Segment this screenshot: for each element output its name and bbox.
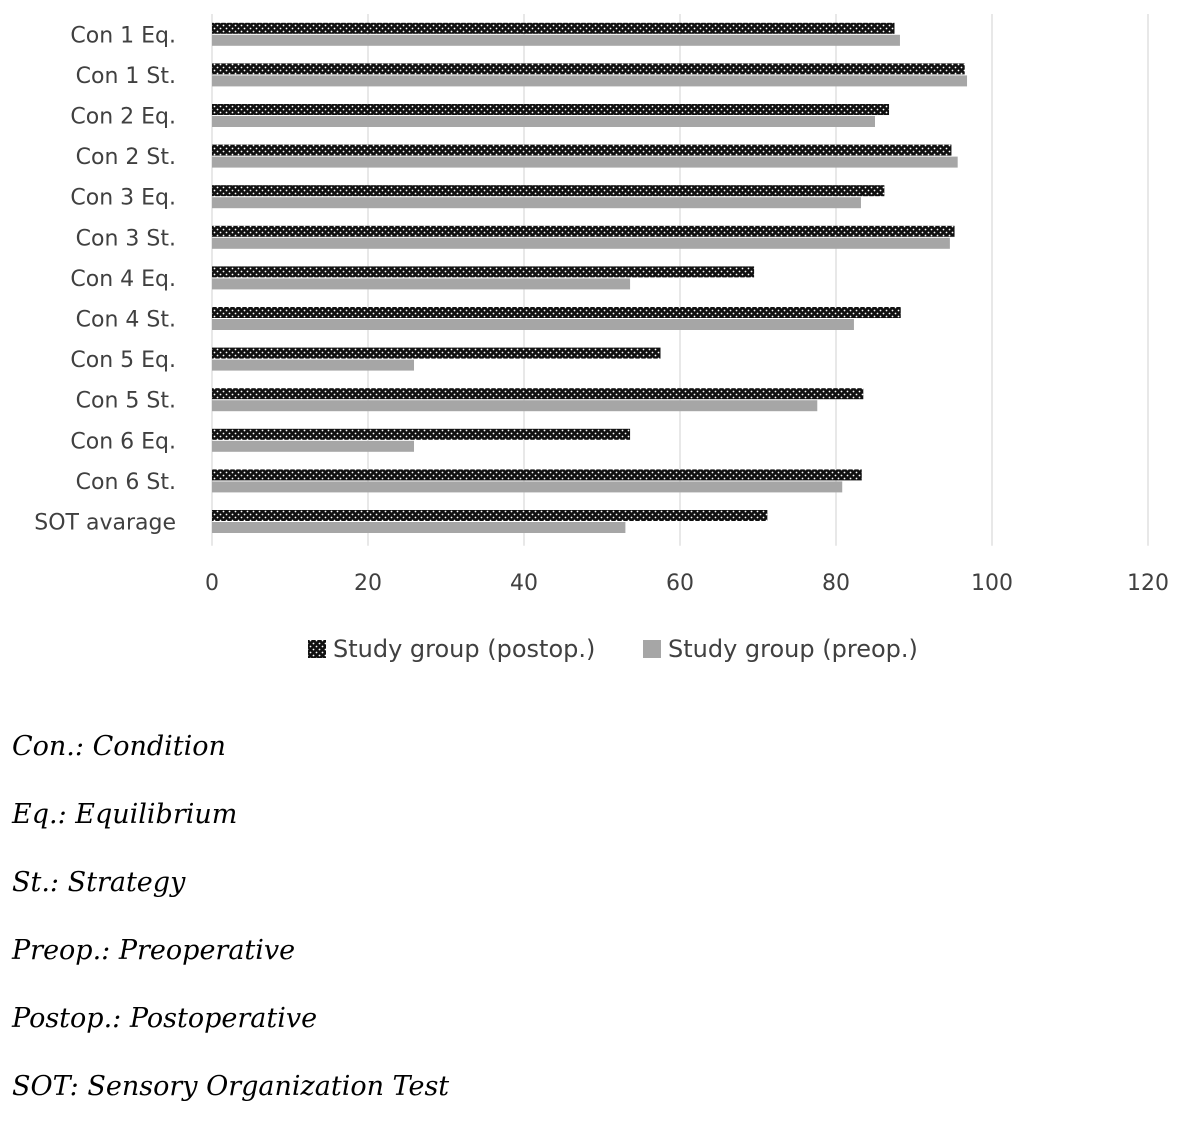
category-label: Con 6 St. (76, 470, 176, 495)
note-condition: Con.: Condition (12, 731, 226, 762)
category-label: Con 2 St. (76, 145, 176, 170)
category-label: Con 4 Eq. (70, 267, 176, 292)
category-labels: Con 1 Eq. Con 1 St. Con 2 Eq. Con 2 St. Con … (34, 23, 176, 535)
category-label: Con 5 St. (76, 389, 176, 414)
bar-preop (212, 319, 854, 330)
legend-label-preop: Study group (preop.) (668, 635, 918, 663)
bar-preop (212, 34, 900, 46)
note-postoperative: Postop.: Postoperative (12, 1003, 318, 1034)
bar-postop (212, 144, 952, 156)
x-tick-label: 0 (205, 571, 219, 596)
bar-preop (212, 278, 631, 290)
bar-chart: Con 1 Eq. Con 1 St. Con 2 Eq. Con 2 St. Con … (34, 14, 1169, 663)
x-tick-labels: 0 20 40 60 80 100 120 (205, 571, 1169, 596)
x-tick-label: 80 (822, 571, 850, 596)
bar-preop (212, 197, 861, 209)
category-label: SOT avarage (34, 511, 176, 536)
bar-postop (212, 307, 901, 318)
x-tick-label: 40 (510, 571, 538, 596)
bar-preop (212, 440, 415, 452)
x-tick-label: 20 (354, 571, 382, 596)
bar-postop (212, 185, 885, 197)
bar-postop (212, 22, 895, 34)
category-label: Con 1 Eq. (70, 23, 176, 48)
note-preoperative: Preop.: Preoperative (12, 935, 296, 966)
bar-postop (212, 347, 661, 359)
category-label: Con 3 Eq. (70, 186, 176, 211)
bars (212, 22, 968, 533)
bar-preop (212, 359, 415, 371)
bar-postop (212, 266, 755, 278)
note-strategy: St.: Strategy (12, 867, 186, 898)
bar-postop (212, 510, 768, 521)
x-tick-label: 120 (1127, 571, 1169, 596)
bar-postop (212, 104, 890, 115)
bar-postop (212, 388, 864, 400)
bar-postop (212, 469, 862, 481)
bar-preop (212, 116, 875, 127)
x-tick-label: 100 (971, 571, 1013, 596)
legend-swatch-postop (308, 640, 326, 658)
category-label: Con 3 St. (76, 226, 176, 251)
bar-postop (212, 225, 955, 237)
category-label: Con 5 Eq. (70, 348, 176, 373)
legend-label-postop: Study group (postop.) (333, 635, 595, 663)
bar-preop (212, 481, 843, 493)
bar-preop (212, 237, 950, 249)
bar-preop (212, 400, 818, 412)
note-sot: SOT: Sensory Organization Test (12, 1071, 450, 1102)
category-label: Con 6 Eq. (70, 429, 176, 454)
bar-postop (212, 63, 965, 75)
x-tick-label: 60 (666, 571, 694, 596)
note-equilibrium: Eq.: Equilibrium (12, 799, 238, 830)
bar-postop (212, 428, 631, 440)
category-label: Con 2 Eq. (70, 105, 176, 130)
legend: Study group (postop.) Study group (preop.… (308, 635, 918, 663)
bar-preop (212, 75, 968, 87)
category-label: Con 4 St. (76, 308, 176, 333)
category-label: Con 1 St. (76, 64, 176, 89)
bar-preop (212, 522, 626, 533)
abbreviation-notes: Con.: Condition Eq.: Equilibrium St.: St… (12, 728, 449, 1136)
bar-preop (212, 156, 958, 168)
legend-swatch-preop (643, 640, 661, 658)
